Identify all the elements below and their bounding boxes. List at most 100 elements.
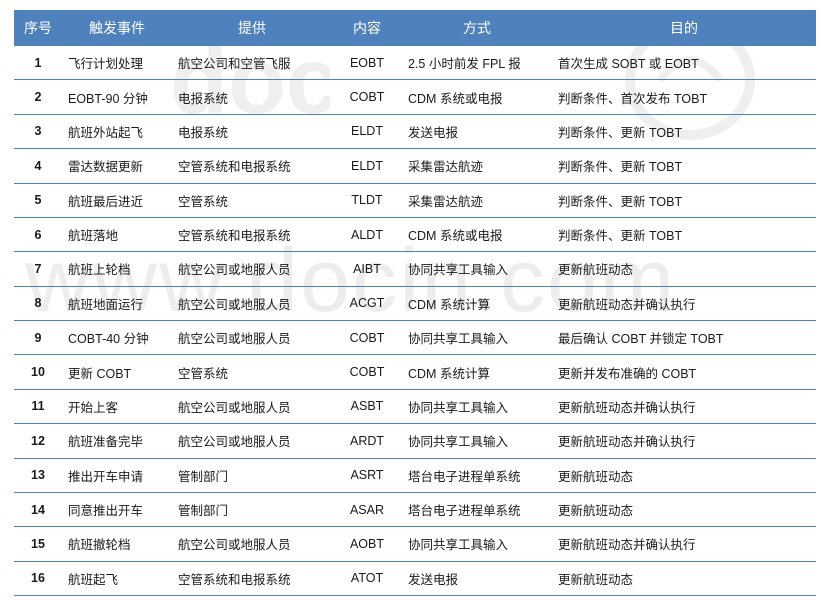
cell-code: ASBT [332,389,402,423]
cell-event: 航班地面运行 [62,286,172,320]
cell-purpose: 更新航班动态并确认执行 [552,286,816,320]
cell-purpose: 判断条件、更新 TOBT [552,114,816,148]
table-row: 3航班外站起飞电报系统ELDT发送电报判断条件、更新 TOBT [14,114,816,148]
cell-event: 飞行计划处理 [62,46,172,80]
cell-provider: 管制部门 [172,492,332,526]
cell-idx: 1 [14,46,62,80]
cell-code: ATOT [332,561,402,595]
cell-event: 航班撤轮档 [62,527,172,561]
table-row: 15航班撤轮档航空公司或地服人员AOBT协同共享工具输入更新航班动态并确认执行 [14,527,816,561]
table-header: 序号触发事件提供内容方式目的 [14,10,816,46]
cell-method: 协同共享工具输入 [402,252,552,286]
cell-method: 发送电报 [402,561,552,595]
data-table: 序号触发事件提供内容方式目的 1飞行计划处理航空公司和空管飞服EOBT2.5 小… [14,10,816,596]
cell-purpose: 更新并发布准确的 COBT [552,355,816,389]
cell-event: 雷达数据更新 [62,149,172,183]
cell-method: 协同共享工具输入 [402,321,552,355]
col-header-code: 内容 [332,10,402,46]
cell-method: 协同共享工具输入 [402,389,552,423]
cell-event: 同意推出开车 [62,492,172,526]
table-row: 1飞行计划处理航空公司和空管飞服EOBT2.5 小时前发 FPL 报首次生成 S… [14,46,816,80]
cell-code: EOBT [332,46,402,80]
cell-idx: 3 [14,114,62,148]
cell-code: ACGT [332,286,402,320]
cell-method: 采集雷达航迹 [402,183,552,217]
cell-code: ALDT [332,217,402,251]
cell-purpose: 判断条件、更新 TOBT [552,149,816,183]
cell-idx: 11 [14,389,62,423]
cell-idx: 5 [14,183,62,217]
cell-provider: 空管系统和电报系统 [172,149,332,183]
table-row: 11开始上客航空公司或地服人员ASBT协同共享工具输入更新航班动态并确认执行 [14,389,816,423]
cell-method: 协同共享工具输入 [402,424,552,458]
cell-code: ASRT [332,458,402,492]
cell-event: 推出开车申请 [62,458,172,492]
cell-provider: 航空公司或地服人员 [172,527,332,561]
col-header-event: 触发事件 [62,10,172,46]
cell-purpose: 判断条件、首次发布 TOBT [552,80,816,114]
cell-code: ELDT [332,114,402,148]
cell-idx: 7 [14,252,62,286]
table-body: 1飞行计划处理航空公司和空管飞服EOBT2.5 小时前发 FPL 报首次生成 S… [14,46,816,596]
cell-code: COBT [332,80,402,114]
cell-idx: 16 [14,561,62,595]
cell-code: COBT [332,321,402,355]
col-header-purpose: 目的 [552,10,816,46]
cell-idx: 12 [14,424,62,458]
cell-code: ELDT [332,149,402,183]
cell-provider: 空管系统和电报系统 [172,217,332,251]
cell-purpose: 判断条件、更新 TOBT [552,183,816,217]
table-row: 6航班落地空管系统和电报系统ALDTCDM 系统或电报判断条件、更新 TOBT [14,217,816,251]
cell-provider: 航空公司或地服人员 [172,424,332,458]
cell-idx: 13 [14,458,62,492]
cell-provider: 空管系统 [172,183,332,217]
table-row: 13推出开车申请管制部门ASRT塔台电子进程单系统更新航班动态 [14,458,816,492]
cell-idx: 6 [14,217,62,251]
cell-event: EOBT-90 分钟 [62,80,172,114]
cell-event: 航班落地 [62,217,172,251]
col-header-idx: 序号 [14,10,62,46]
cell-event: 航班上轮档 [62,252,172,286]
table-row: 2EOBT-90 分钟电报系统COBTCDM 系统或电报判断条件、首次发布 TO… [14,80,816,114]
cell-purpose: 更新航班动态 [552,252,816,286]
table-container: 序号触发事件提供内容方式目的 1飞行计划处理航空公司和空管飞服EOBT2.5 小… [0,0,830,606]
cell-idx: 14 [14,492,62,526]
cell-code: ASAR [332,492,402,526]
cell-provider: 航空公司或地服人员 [172,389,332,423]
cell-code: AOBT [332,527,402,561]
cell-code: ARDT [332,424,402,458]
cell-idx: 4 [14,149,62,183]
cell-event: COBT-40 分钟 [62,321,172,355]
cell-method: CDM 系统或电报 [402,217,552,251]
cell-method: 塔台电子进程单系统 [402,492,552,526]
cell-idx: 2 [14,80,62,114]
cell-event: 航班最后进近 [62,183,172,217]
cell-method: 采集雷达航迹 [402,149,552,183]
cell-event: 航班起飞 [62,561,172,595]
cell-idx: 9 [14,321,62,355]
table-row: 7航班上轮档航空公司或地服人员AIBT协同共享工具输入更新航班动态 [14,252,816,286]
cell-purpose: 更新航班动态 [552,492,816,526]
cell-method: 2.5 小时前发 FPL 报 [402,46,552,80]
cell-code: COBT [332,355,402,389]
cell-method: 发送电报 [402,114,552,148]
cell-event: 更新 COBT [62,355,172,389]
cell-provider: 空管系统 [172,355,332,389]
table-row: 12航班准备完毕航空公司或地服人员ARDT协同共享工具输入更新航班动态并确认执行 [14,424,816,458]
cell-event: 航班外站起飞 [62,114,172,148]
table-row: 14同意推出开车管制部门ASAR塔台电子进程单系统更新航班动态 [14,492,816,526]
cell-method: 协同共享工具输入 [402,527,552,561]
cell-purpose: 首次生成 SOBT 或 EOBT [552,46,816,80]
cell-event: 开始上客 [62,389,172,423]
cell-code: TLDT [332,183,402,217]
cell-purpose: 更新航班动态 [552,561,816,595]
cell-provider: 管制部门 [172,458,332,492]
table-row: 4雷达数据更新空管系统和电报系统ELDT采集雷达航迹判断条件、更新 TOBT [14,149,816,183]
cell-provider: 航空公司或地服人员 [172,321,332,355]
cell-idx: 10 [14,355,62,389]
cell-method: CDM 系统计算 [402,286,552,320]
cell-method: CDM 系统或电报 [402,80,552,114]
cell-purpose: 判断条件、更新 TOBT [552,217,816,251]
cell-provider: 电报系统 [172,114,332,148]
cell-event: 航班准备完毕 [62,424,172,458]
